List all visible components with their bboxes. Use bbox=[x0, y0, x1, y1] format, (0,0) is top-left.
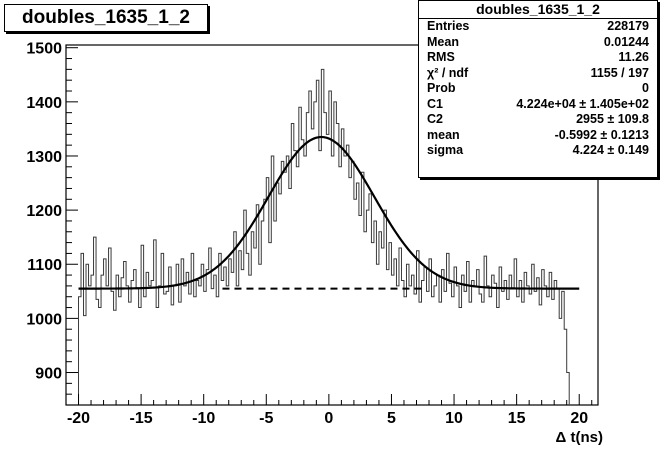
y-tick-label: 1400 bbox=[26, 95, 62, 112]
x-tick-label: 0 bbox=[324, 410, 333, 427]
x-tick-label: -20 bbox=[67, 410, 90, 427]
x-axis-label: Δ t(ns) bbox=[556, 429, 603, 446]
x-tick-label: -10 bbox=[192, 410, 215, 427]
stats-value: 11.26 bbox=[618, 50, 649, 64]
stats-row: C1 4.224e+04 ± 1.405e+02 bbox=[419, 97, 657, 113]
stats-row: Mean 0.01244 bbox=[419, 35, 657, 51]
x-tick-label: 15 bbox=[508, 410, 526, 427]
stats-value: 4.224e+04 ± 1.405e+02 bbox=[516, 96, 649, 111]
y-tick-label: 900 bbox=[35, 366, 62, 383]
stats-key: Prob bbox=[427, 81, 456, 95]
stats-box: doubles_1635_1_2 Entries 228179 Mean 0.0124… bbox=[418, 0, 658, 178]
stats-rows: Entries 228179 Mean 0.01244 RMS 11.26 χ² / ndf… bbox=[419, 19, 657, 159]
stats-key: χ² / ndf bbox=[427, 65, 469, 80]
stats-key: mean bbox=[427, 127, 460, 142]
stats-row: RMS 11.26 bbox=[419, 50, 657, 66]
stats-value: 1155 / 197 bbox=[590, 65, 649, 80]
stats-key: C2 bbox=[427, 112, 443, 126]
x-tick-label: -5 bbox=[259, 410, 273, 427]
histogram-series bbox=[78, 68, 570, 405]
stats-value: 0 bbox=[642, 81, 649, 95]
stats-row: Entries 228179 bbox=[419, 19, 657, 35]
y-tick-label: 1000 bbox=[26, 311, 62, 328]
chart-title: doubles_1635_1_2 bbox=[4, 4, 208, 32]
stats-row: Prob 0 bbox=[419, 81, 657, 97]
y-tick-label: 1200 bbox=[26, 203, 62, 220]
x-tick-label: 20 bbox=[570, 410, 588, 427]
stats-value: 0.01244 bbox=[603, 34, 649, 49]
stats-value: 2955 ± 109.8 bbox=[576, 112, 649, 126]
x-tick-label: -15 bbox=[130, 410, 153, 427]
x-tick-label: 10 bbox=[445, 410, 463, 427]
stats-row: C2 2955 ± 109.8 bbox=[419, 112, 657, 128]
stats-row: sigma 4.224 ± 0.149 bbox=[419, 143, 657, 159]
stats-value: -0.5992 ± 0.1213 bbox=[554, 127, 649, 142]
stats-key: Entries bbox=[427, 19, 470, 33]
fit-curve-series bbox=[78, 135, 580, 290]
stats-row: χ² / ndf 1155 / 197 bbox=[419, 66, 657, 82]
x-tick-label: 5 bbox=[387, 410, 396, 427]
y-tick-label: 1100 bbox=[27, 257, 62, 274]
stats-row: mean -0.5992 ± 0.1213 bbox=[419, 128, 657, 144]
stats-title: doubles_1635_1_2 bbox=[419, 1, 657, 19]
axes: -20 -15 -10 -5 0 5 10 15 20 900 1000 1100 1200 1300 14… bbox=[26, 41, 593, 427]
y-tick-label: 1300 bbox=[26, 149, 62, 166]
stats-key: Mean bbox=[427, 34, 459, 49]
stats-key: RMS bbox=[427, 50, 455, 64]
gaussian-fit-curve bbox=[78, 135, 580, 290]
histogram-bins bbox=[78, 68, 570, 405]
stats-value: 228179 bbox=[607, 19, 649, 33]
stats-key: sigma bbox=[427, 143, 464, 157]
y-tick-label: 1500 bbox=[26, 41, 62, 58]
stats-key: C1 bbox=[427, 96, 443, 111]
stats-value: 4.224 ± 0.149 bbox=[572, 143, 649, 157]
